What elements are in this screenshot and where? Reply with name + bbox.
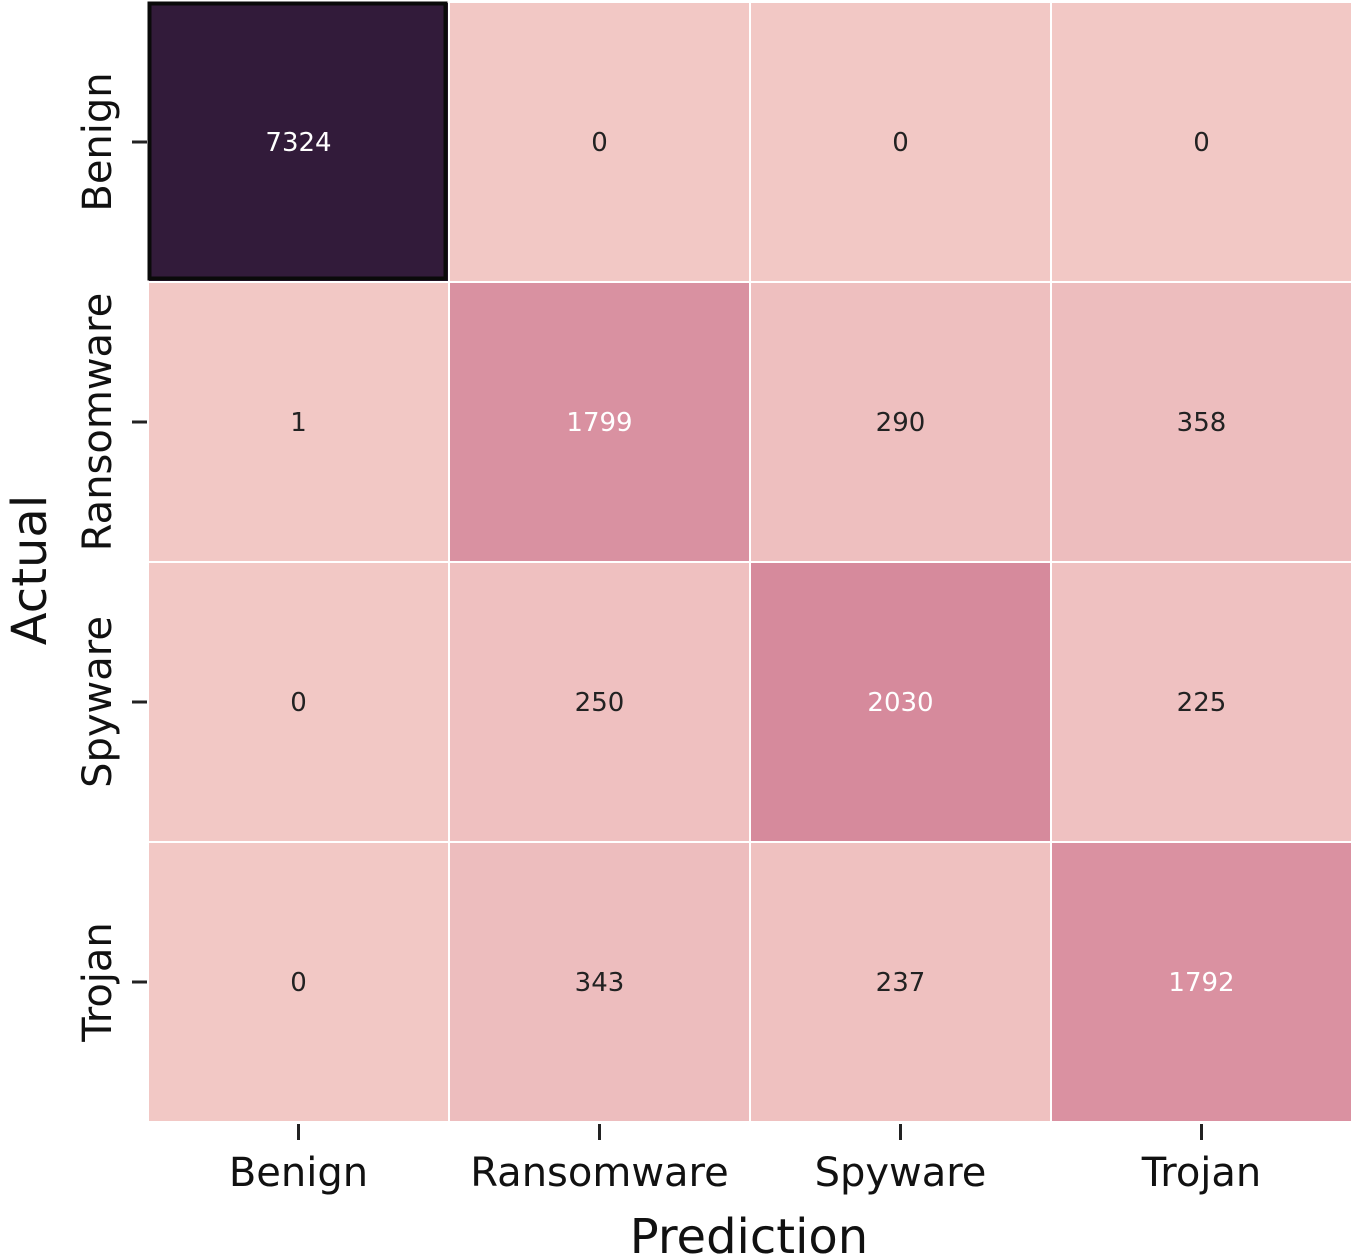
heatmap-cell-2-3 — [1050, 561, 1351, 843]
x-tick-label-1: Ransomware — [470, 1150, 728, 1196]
cell-value-1-2: 290 — [876, 408, 926, 438]
heatmap-cell-3-2 — [749, 841, 1052, 1123]
cell-value-3-1: 343 — [575, 968, 625, 998]
heatmap-cells — [147, 1, 1351, 1123]
max-cell-frame — [147, 1, 448, 281]
heatmap-cell-3-0 — [147, 841, 450, 1123]
cell-value-2-2: 2030 — [867, 688, 933, 718]
cell-value-3-0: 0 — [290, 968, 307, 998]
cell-value-2-0: 0 — [290, 688, 307, 718]
heatmap-cell-3-3 — [1050, 841, 1351, 1123]
heatmap-cell-3-1 — [448, 841, 751, 1123]
y-tick-label-1: Ransomware — [75, 293, 121, 551]
heatmap-cell-1-2 — [749, 281, 1052, 563]
cell-value-2-1: 250 — [575, 688, 625, 718]
x-axis-title: Prediction — [630, 1209, 868, 1257]
cell-value-2-3: 225 — [1177, 688, 1227, 718]
cell-value-3-3: 1792 — [1168, 968, 1234, 998]
x-tick-label-3: Trojan — [1141, 1150, 1262, 1196]
cell-value-1-3: 358 — [1177, 408, 1227, 438]
x-axis: Benign Ransomware Spyware Trojan — [229, 1124, 1261, 1196]
heatmap-cell-0-2 — [749, 1, 1052, 283]
x-tick-label-0: Benign — [229, 1150, 368, 1196]
cell-value-0-3: 0 — [1193, 128, 1210, 158]
y-tick-label-0: Benign — [75, 72, 121, 211]
heatmap-cell-1-1 — [448, 281, 751, 563]
y-axis: Benign Ransomware Spyware Trojan — [75, 72, 147, 1043]
y-tick-label-2: Spyware — [75, 616, 121, 788]
heatmap-cell-2-1 — [448, 561, 751, 843]
y-axis-title: Actual — [2, 495, 58, 645]
heatmap-cell-0-1 — [448, 1, 751, 283]
cell-value-0-2: 0 — [892, 128, 909, 158]
heatmap-cell-1-0 — [147, 281, 450, 563]
cell-value-0-1: 0 — [591, 128, 608, 158]
heatmap-cell-1-3 — [1050, 281, 1351, 563]
heatmap-cell-0-3 — [1050, 1, 1351, 283]
heatmap-cell-2-0 — [147, 561, 450, 843]
y-tick-label-3: Trojan — [75, 922, 121, 1043]
cell-value-1-1: 1799 — [566, 408, 632, 438]
cell-value-3-2: 237 — [876, 968, 926, 998]
heatmap-cell-labels: 7324 0 0 0 1 1799 290 358 0 250 2030 225 0 343 237 1792 — [265, 128, 1234, 998]
x-tick-label-2: Spyware — [815, 1150, 987, 1196]
cell-value-1-0: 1 — [290, 408, 307, 438]
cell-value-0-0: 7324 — [265, 128, 331, 158]
heatmap-cell-0-0 — [147, 1, 450, 283]
